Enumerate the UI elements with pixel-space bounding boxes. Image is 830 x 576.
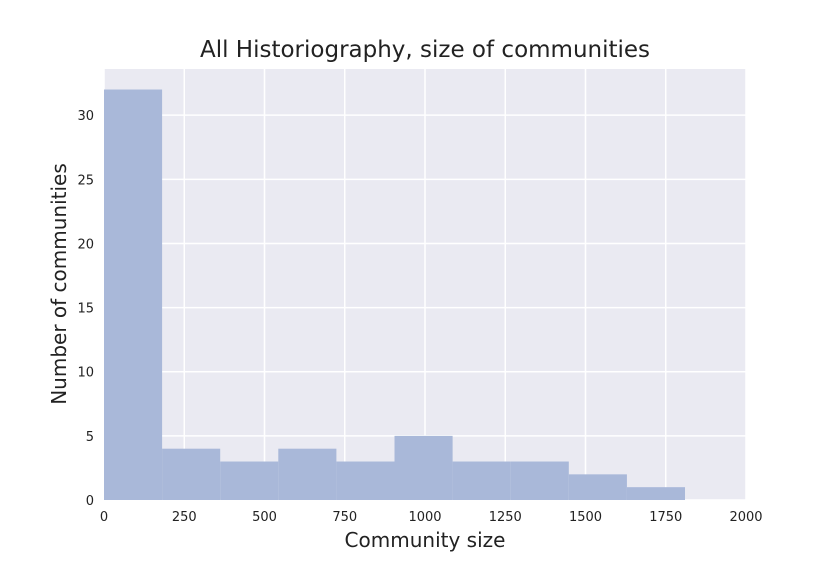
chart-title: All Historiography, size of communities (200, 37, 650, 63)
histogram-bar (510, 461, 569, 500)
y-tick-labels: 0 5 10 15 20 25 30 (77, 109, 94, 509)
histogram-bar (394, 435, 453, 500)
histogram-bar (278, 448, 337, 500)
y-tick-label: 5 (86, 430, 94, 445)
x-tick-label: 2000 (729, 510, 762, 525)
y-tick-label: 15 (77, 302, 94, 317)
x-tick-label: 250 (172, 510, 197, 525)
x-tick-label: 750 (332, 510, 357, 525)
y-tick-label: 25 (77, 173, 94, 188)
histogram-bar (336, 461, 395, 500)
x-axis-title: Community size (345, 528, 506, 552)
histogram-bar (220, 461, 279, 500)
histogram-bars (104, 89, 686, 501)
y-tick-label: 10 (77, 366, 94, 381)
x-tick-label: 1500 (569, 510, 602, 525)
histogram-bar (626, 487, 686, 500)
y-tick-label: 20 (77, 237, 94, 252)
y-tick-label: 30 (77, 109, 94, 124)
y-tick-label: 0 (86, 494, 94, 509)
x-tick-label: 1750 (649, 510, 682, 525)
histogram-bar (452, 461, 511, 500)
histogram-bar (568, 474, 627, 500)
histogram-bar (104, 89, 163, 501)
histogram-bar (162, 448, 221, 500)
x-tick-label: 1250 (489, 510, 522, 525)
x-tick-labels: 0 250 500 750 1000 1250 1500 1750 2000 (100, 510, 763, 525)
x-tick-label: 1000 (408, 510, 441, 525)
y-axis-title: Number of communities (47, 163, 71, 405)
x-tick-label: 0 (100, 510, 108, 525)
x-tick-label: 500 (252, 510, 277, 525)
